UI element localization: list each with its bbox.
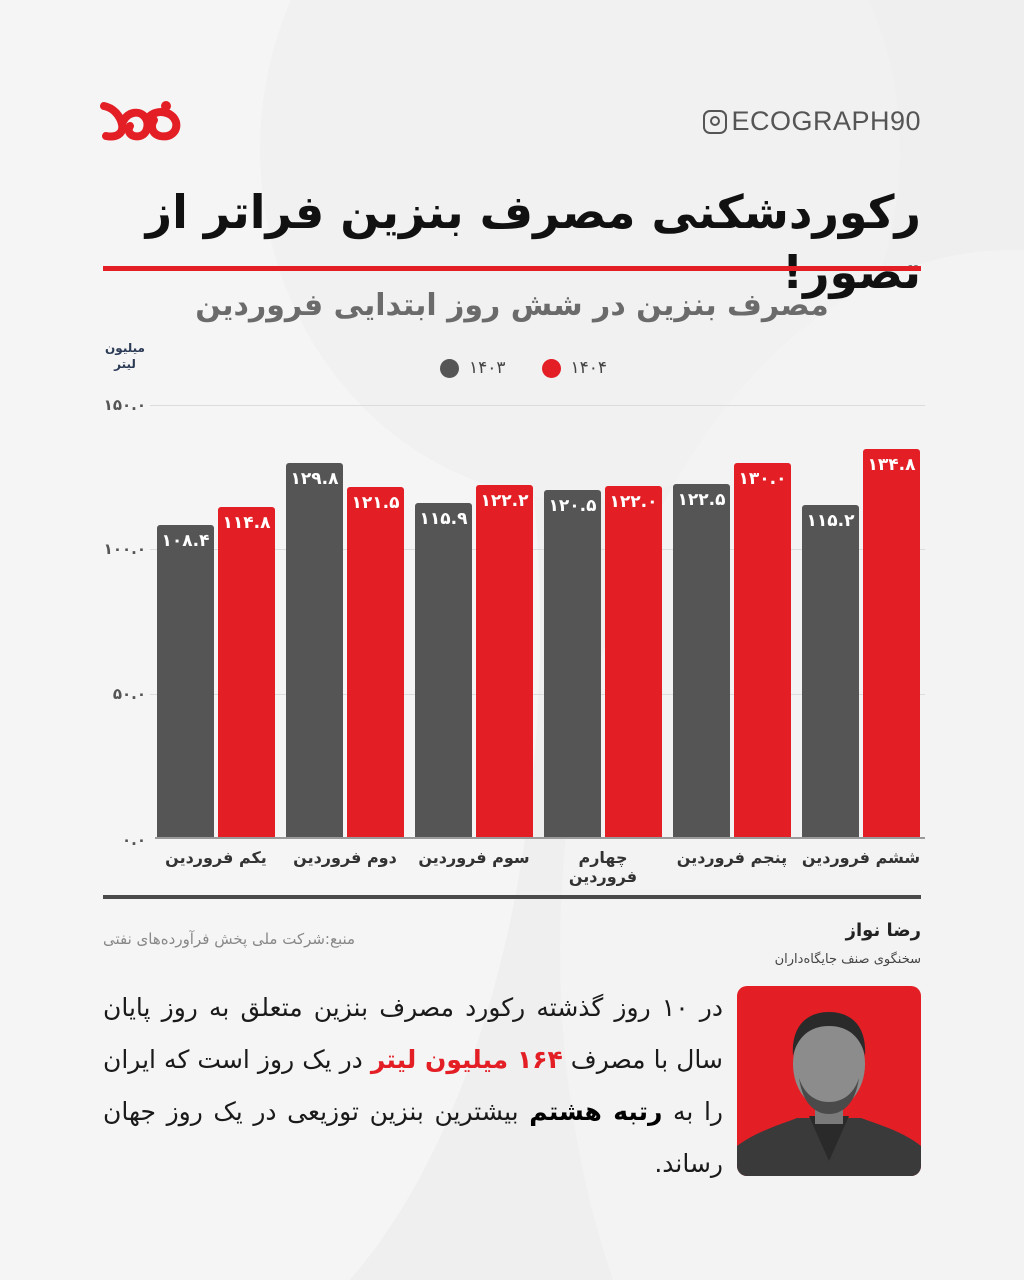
- social-handle: ECOGRAPH90: [703, 106, 921, 137]
- legend-label: ۱۴۰۴: [570, 358, 608, 378]
- chart-title: مصرف بنزین در شش روز ابتدایی فروردین: [195, 288, 829, 323]
- x-axis-label: دوم فروردین: [293, 848, 397, 867]
- bar-1404: ۱۲۲.۲: [476, 485, 533, 838]
- handle-text: ECOGRAPH90: [731, 106, 921, 136]
- bar-value-label: ۱۱۵.۲: [806, 511, 855, 531]
- legend-item-1404: ۱۴۰۴: [541, 358, 608, 378]
- source-note: منبع:شرکت ملی پخش فرآورده‌های نفتی: [103, 930, 356, 948]
- person-photo: [737, 986, 921, 1176]
- bar-value-label: ۱۲۲.۲: [480, 491, 529, 511]
- y-unit-line2: لیتر: [114, 357, 136, 371]
- legend-label: ۱۴۰۳: [469, 358, 506, 378]
- bar-value-label: ۱۲۹.۸: [290, 469, 339, 489]
- instagram-icon: [703, 109, 728, 134]
- person-name: رضا نواز: [845, 920, 921, 941]
- bar-1404: ۱۱۴.۸: [218, 507, 275, 838]
- bar-1404: ۱۳۰.۰: [734, 463, 791, 838]
- bar-value-label: ۱۳۴.۸: [867, 455, 916, 475]
- bar-1403: ۱۲۹.۸: [286, 463, 343, 838]
- y-unit-line1: میلیون: [105, 341, 145, 355]
- legend-item-1403: ۱۴۰۳: [440, 358, 506, 378]
- legend-dot-icon: [440, 358, 459, 378]
- bar-1403: ۱۱۵.۹: [415, 503, 472, 838]
- bar-1404: ۱۳۴.۸: [863, 449, 920, 838]
- quote-part: بیشترین بنزین توزیعی در یک روز جهان رسان…: [103, 1097, 723, 1178]
- legend-dot-icon: [541, 358, 561, 378]
- gridline: [150, 694, 925, 695]
- y-axis-unit: میلیون لیتر: [100, 340, 150, 372]
- x-axis-label: پنجم فروردین: [676, 848, 788, 867]
- quote-text: در ۱۰ روز گذشته رکورد مصرف بنزین متعلق ب…: [103, 982, 723, 1190]
- y-tick-100: ۱۰۰.۰: [103, 540, 146, 558]
- gridline: [150, 405, 925, 406]
- quote-highlight-rank: رتبه هشتم: [529, 1097, 663, 1126]
- bar-value-label: ۱۱۴.۸: [222, 513, 271, 533]
- bar-value-label: ۱۲۲.۵: [677, 490, 726, 510]
- bar-value-label: ۱۲۰.۵: [548, 496, 597, 516]
- x-axis-label: ششم فروردین: [801, 848, 921, 867]
- x-axis-label: سوم فروردین: [418, 848, 530, 867]
- person-role: سخنگوی صنف جایگاه‌داران: [774, 952, 921, 967]
- bar-value-label: ۱۳۰.۰: [738, 469, 787, 489]
- bar-1403: ۱۰۸.۴: [157, 525, 214, 838]
- page-title: رکوردشکنی مصرف بنزین فراتر از تصور!: [145, 185, 921, 299]
- quote-part: در ۱۰ روز گذشته رکورد مصرف بنزین متعلق ب…: [103, 993, 724, 1074]
- person-portrait-icon: [737, 1012, 921, 1176]
- bar-1404: ۱۲۲.۰: [605, 486, 662, 838]
- title-divider: [103, 266, 921, 271]
- y-tick-50: ۵۰.۰: [112, 685, 146, 703]
- bar-value-label: ۱۰۸.۴: [161, 531, 210, 551]
- bar-1404: ۱۲۱.۵: [347, 487, 404, 838]
- bar-chart-plot: ۱۰۸.۴ ۱۱۴.۸ ۱۲۹.۸ ۱۲۱.۵ ۱۱۵.۹ ۱۲۲.۲ ۱۲۰.۵ ۱۲۲.۰…: [150, 405, 925, 838]
- bar-value-label: ۱۲۲.۰: [609, 492, 658, 512]
- bar-value-label: ۱۲۱.۵: [351, 493, 400, 513]
- x-axis-label: یکم فروردین: [165, 848, 267, 867]
- x-axis-label: چهارم فروردین: [568, 848, 638, 886]
- y-tick-150: ۱۵۰.۰: [103, 396, 146, 414]
- bar-1403: ۱۲۲.۵: [673, 484, 730, 838]
- bar-1403: ۱۲۰.۵: [544, 490, 601, 838]
- chart-divider: [103, 895, 921, 899]
- x-axis-baseline: [155, 837, 925, 839]
- ecograph-logo-icon: [100, 101, 181, 141]
- bar-1403: ۱۱۵.۲: [802, 505, 859, 838]
- gridline: [150, 549, 925, 550]
- chart-legend: ۱۴۰۳ ۱۴۰۴: [440, 358, 607, 378]
- quote-part: در یک روز است که ایران را به: [103, 1045, 723, 1126]
- bar-value-label: ۱۱۵.۹: [419, 509, 468, 529]
- y-tick-0: ۰.۰: [121, 831, 146, 849]
- quote-highlight-amount: ۱۶۴ میلیون لیتر: [370, 1045, 563, 1074]
